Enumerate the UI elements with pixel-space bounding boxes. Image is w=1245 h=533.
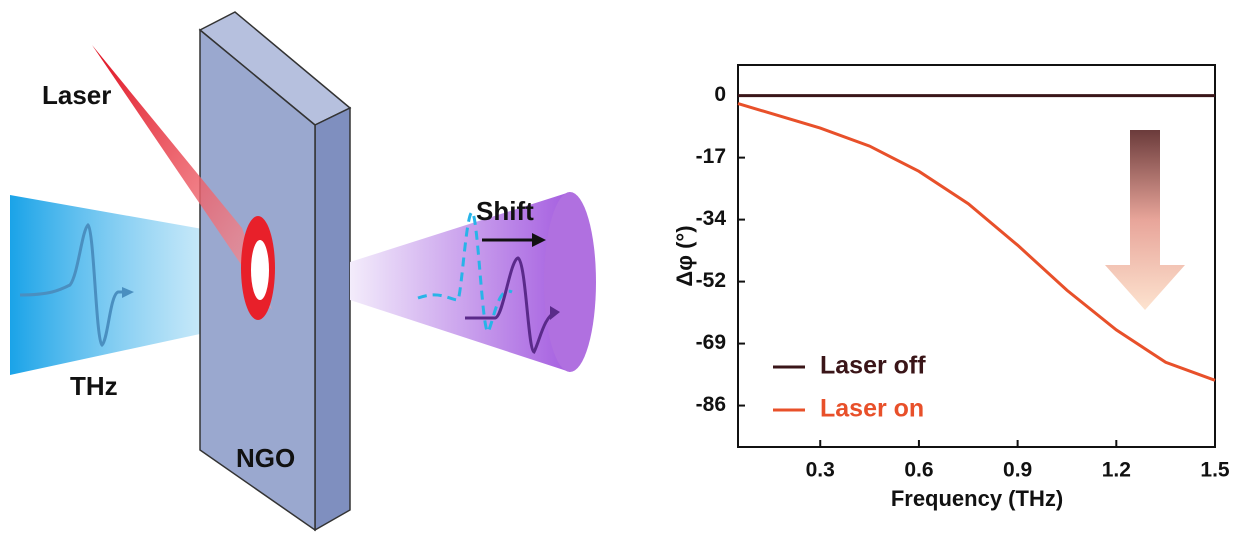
y-tick-label: -69 <box>696 331 726 354</box>
x-tick-label: 0.9 <box>1003 459 1032 482</box>
label: NGO <box>236 443 295 473</box>
y-tick-label: -86 <box>696 393 726 416</box>
y-tick-label: -34 <box>696 207 727 230</box>
legend-label: Laser off <box>820 352 926 380</box>
page: {"diagram": {"labels": {"laser": "Laser"… <box>0 0 1245 533</box>
legend-label: Laser on <box>820 395 924 423</box>
x-tick-label: 0.6 <box>904 459 933 482</box>
spot-hole <box>251 240 269 300</box>
chart: Frequency (THz) Δφ (°) 0.3 0.6 0.9 1.2 1.5 0 -… <box>672 65 1230 511</box>
slab-side <box>315 108 350 530</box>
diagram: Laser THz NGO Shift <box>10 12 596 530</box>
x-axis-title: Frequency (THz) <box>891 486 1063 511</box>
x-tick-label: 1.2 <box>1102 459 1131 482</box>
y-tick-label: -52 <box>696 269 726 292</box>
label: THz <box>70 371 118 401</box>
decor-arrow <box>1105 130 1185 310</box>
figure: Laser THz NGO Shift Frequency (THz) Δφ (… <box>0 0 1245 533</box>
x-tick-label: 0.3 <box>806 459 835 482</box>
y-axis-title: Δφ (°) <box>672 225 697 286</box>
y-tick-label: -17 <box>696 145 726 168</box>
label: Laser <box>42 80 111 110</box>
y-tick-label: 0 <box>714 83 726 106</box>
x-tick-label: 1.5 <box>1200 459 1230 482</box>
label: Shift <box>476 196 534 226</box>
beam-end <box>544 192 596 372</box>
